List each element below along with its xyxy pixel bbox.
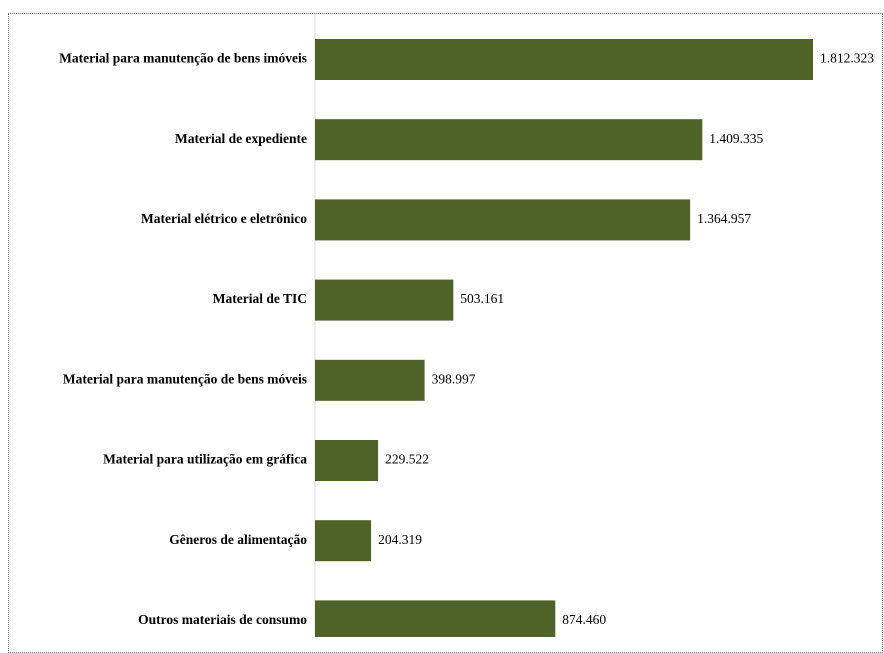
category-label-7: Gêneros de alimentação [169, 532, 307, 547]
bar-3 [315, 199, 691, 241]
value-label-1: 1.812.323 [820, 51, 874, 66]
value-label-8: 874.460 [562, 612, 606, 627]
value-label-6: 229.522 [385, 452, 429, 467]
category-label-6: Material para utilização em gráfica [103, 452, 307, 467]
category-labels: Material para manutenção de bens imóveis… [59, 51, 307, 627]
bar-6 [315, 440, 379, 481]
value-labels: 1.812.323 1.409.335 1.364.957 503.161 398.99… [378, 51, 874, 627]
category-label-2: Material de expediente [175, 131, 307, 146]
value-label-4: 503.161 [460, 291, 504, 306]
value-label-3: 1.364.957 [697, 211, 751, 226]
value-label-2: 1.409.335 [709, 131, 763, 146]
bar-2 [315, 119, 703, 161]
bar-5 [315, 359, 425, 401]
category-label-1: Material para manutenção de bens imóveis [59, 51, 307, 66]
bar-8 [315, 600, 556, 637]
value-label-7: 204.319 [378, 532, 422, 547]
bars [315, 39, 813, 637]
category-label-8: Outros materiais de consumo [138, 612, 307, 627]
bar-chart: Material para manutenção de bens imóveis… [59, 14, 874, 637]
bar-7 [315, 520, 372, 562]
bar-4 [315, 279, 454, 321]
category-label-4: Material de TIC [213, 291, 307, 306]
value-label-5: 398.997 [432, 371, 476, 386]
category-label-5: Material para manutenção de bens móveis [63, 371, 307, 386]
bar-1 [315, 39, 813, 80]
category-label-3: Material elétrico e eletrônico [141, 211, 307, 226]
